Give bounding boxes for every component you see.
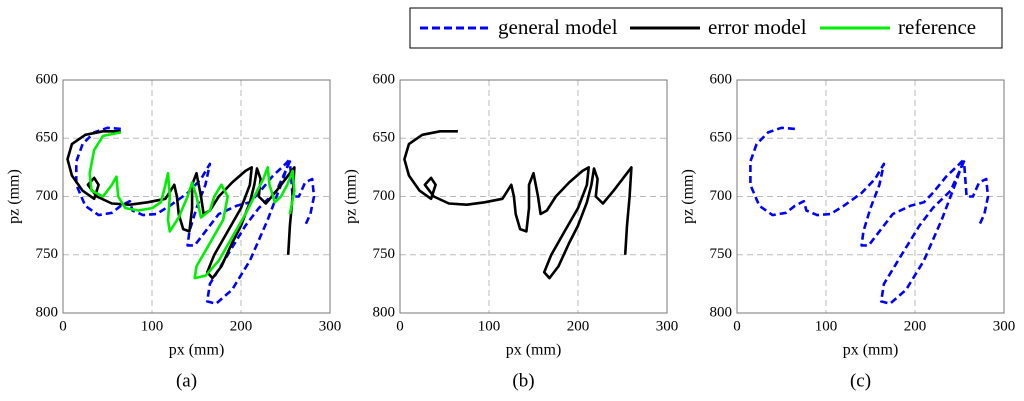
x-axis-label: px (mm) <box>506 342 562 359</box>
caption: (b) <box>512 370 534 391</box>
x-tick-label: 300 <box>319 318 342 334</box>
y-axis-label: pz (mm) <box>343 169 360 224</box>
y-tick-label: 800 <box>36 304 59 320</box>
y-tick-label: 650 <box>36 130 59 146</box>
y-tick-label: 700 <box>36 188 59 204</box>
x-tick-label: 100 <box>478 318 501 334</box>
legend-label: reference <box>898 15 976 39</box>
y-tick-label: 600 <box>36 71 59 87</box>
series-line <box>403 130 633 280</box>
x-tick-label: 100 <box>815 318 838 334</box>
axes-frame <box>62 79 331 314</box>
axes-frame <box>399 79 668 314</box>
legend-label: general model <box>498 15 618 39</box>
y-tick-label: 700 <box>373 188 396 204</box>
x-tick-label: 0 <box>396 318 404 334</box>
y-tick-label: 600 <box>710 71 733 87</box>
x-tick-label: 200 <box>567 318 590 334</box>
x-tick-label: 100 <box>141 318 164 334</box>
caption: (c) <box>850 370 871 391</box>
x-tick-label: 0 <box>59 318 67 334</box>
x-tick-label: 200 <box>904 318 927 334</box>
x-axis-label: px (mm) <box>169 342 225 359</box>
x-tick-label: 200 <box>230 318 253 334</box>
y-tick-label: 700 <box>710 188 733 204</box>
legend-box <box>409 7 1003 49</box>
axes-frame <box>736 79 1005 314</box>
y-tick-label: 750 <box>710 246 733 262</box>
series-line <box>88 131 296 280</box>
y-tick-label: 650 <box>710 130 733 146</box>
y-tick-label: 650 <box>373 130 396 146</box>
x-axis-label: px (mm) <box>843 342 899 359</box>
y-tick-label: 800 <box>710 304 733 320</box>
x-tick-label: 300 <box>993 318 1016 334</box>
series-line <box>749 126 990 305</box>
y-axis-label: pz (mm) <box>6 169 23 224</box>
x-tick-label: 0 <box>733 318 741 334</box>
y-tick-label: 750 <box>36 246 59 262</box>
y-tick-label: 750 <box>373 246 396 262</box>
caption: (a) <box>176 370 197 391</box>
y-axis-label: pz (mm) <box>680 169 697 224</box>
y-tick-label: 800 <box>373 304 396 320</box>
legend-label: error model <box>708 15 807 39</box>
x-tick-label: 300 <box>656 318 679 334</box>
y-tick-label: 600 <box>373 71 396 87</box>
